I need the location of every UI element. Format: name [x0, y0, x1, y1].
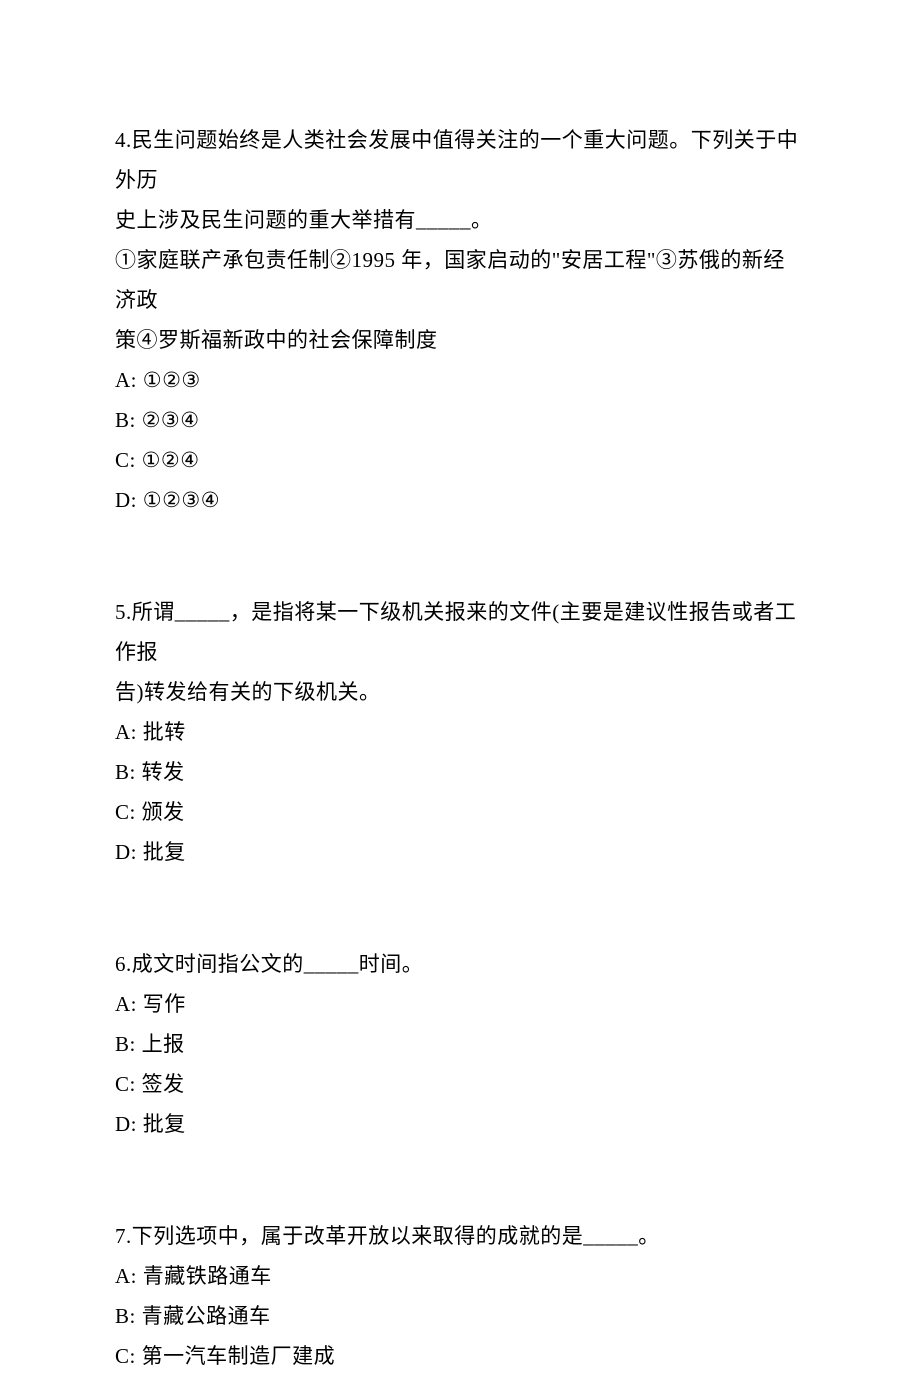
question-7: 7.下列选项中，属于改革开放以来取得的成就的是_____。 A: 青藏铁路通车 … [115, 1216, 805, 1376]
question-6: 6.成文时间指公文的_____时间。 A: 写作 B: 上报 C: 签发 D: … [115, 944, 805, 1144]
question-5-line-2: 告)转发给有关的下级机关。 [115, 672, 805, 712]
option-a: A: 青藏铁路通车 [115, 1256, 805, 1296]
question-number: 7. [115, 1224, 132, 1248]
option-b: B: 转发 [115, 752, 805, 792]
option-a: A: 写作 [115, 984, 805, 1024]
option-a: A: ①②③ [115, 360, 805, 400]
question-line-1: 下列选项中，属于改革开放以来取得的成就的是_____。 [132, 1224, 660, 1248]
question-line-1: 所谓_____，是指将某一下级机关报来的文件(主要是建议性报告或者工作报 [115, 600, 796, 664]
question-7-text: 7.下列选项中，属于改革开放以来取得的成就的是_____。 [115, 1216, 805, 1256]
question-4-line-2: 史上涉及民生问题的重大举措有_____。 [115, 200, 805, 240]
question-4: 4.民生问题始终是人类社会发展中值得关注的一个重大问题。下列关于中外历 史上涉及… [115, 120, 805, 520]
option-c: C: ①②④ [115, 440, 805, 480]
option-d: D: ①②③④ [115, 480, 805, 520]
option-c: C: 第一汽车制造厂建成 [115, 1336, 805, 1376]
option-a: A: 批转 [115, 712, 805, 752]
question-line-1: 成文时间指公文的_____时间。 [132, 952, 424, 976]
question-number: 5. [115, 600, 132, 624]
option-c: C: 颁发 [115, 792, 805, 832]
question-4-line-4: 策④罗斯福新政中的社会保障制度 [115, 320, 805, 360]
option-b: B: 上报 [115, 1024, 805, 1064]
question-number: 4. [115, 128, 132, 152]
option-c: C: 签发 [115, 1064, 805, 1104]
question-5: 5.所谓_____，是指将某一下级机关报来的文件(主要是建议性报告或者工作报 告… [115, 592, 805, 872]
question-4-line-3: ①家庭联产承包责任制②1995 年，国家启动的"安居工程"③苏俄的新经济政 [115, 240, 805, 320]
question-4-text: 4.民生问题始终是人类社会发展中值得关注的一个重大问题。下列关于中外历 [115, 120, 805, 200]
option-d: D: 批复 [115, 832, 805, 872]
question-number: 6. [115, 952, 132, 976]
question-5-text: 5.所谓_____，是指将某一下级机关报来的文件(主要是建议性报告或者工作报 [115, 592, 805, 672]
option-b: B: ②③④ [115, 400, 805, 440]
option-b: B: 青藏公路通车 [115, 1296, 805, 1336]
option-d: D: 批复 [115, 1104, 805, 1144]
question-line-1: 民生问题始终是人类社会发展中值得关注的一个重大问题。下列关于中外历 [115, 128, 798, 192]
question-6-text: 6.成文时间指公文的_____时间。 [115, 944, 805, 984]
